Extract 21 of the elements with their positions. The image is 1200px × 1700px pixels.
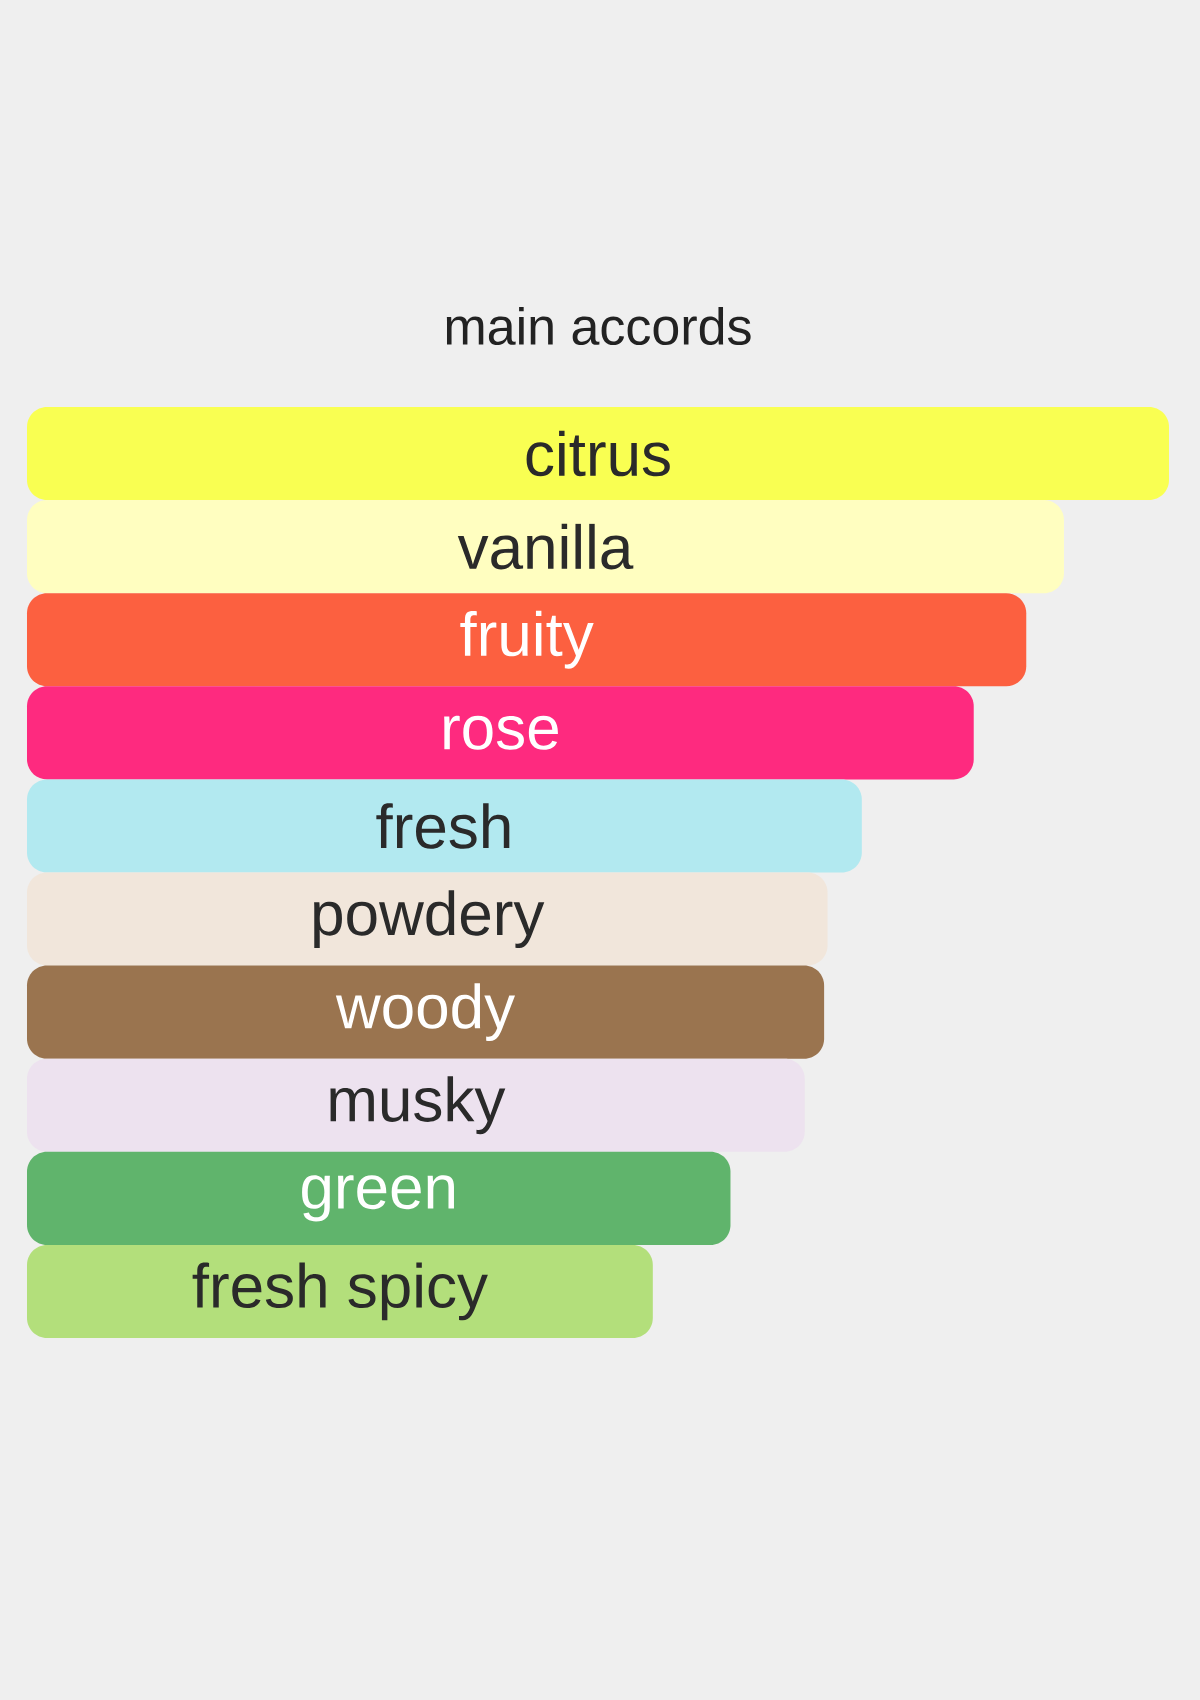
y-tick-label: powdery [314, 890, 545, 948]
bar [27, 1244, 653, 1338]
y-tick-label: citrus [526, 430, 670, 477]
bar [27, 872, 828, 966]
y-tick-label: fruity [460, 610, 594, 669]
y-tick-label: woody [335, 983, 516, 1042]
bar [27, 1151, 731, 1245]
bar [27, 686, 974, 780]
bar [27, 965, 825, 1059]
bar [27, 779, 862, 873]
y-tick-label: musky [330, 1076, 506, 1135]
y-tick-label: green [302, 1175, 454, 1222]
bar [27, 593, 1027, 687]
y-tick-label: fresh spicy [192, 1262, 488, 1321]
y-tick-label: vanilla [457, 523, 634, 570]
bar [27, 1058, 805, 1152]
y-tick-label: fresh [376, 803, 510, 849]
y-tick-label: rose [444, 715, 558, 750]
chart-title: main accords [446, 306, 751, 346]
bar [27, 500, 1064, 594]
bar [27, 406, 1170, 501]
